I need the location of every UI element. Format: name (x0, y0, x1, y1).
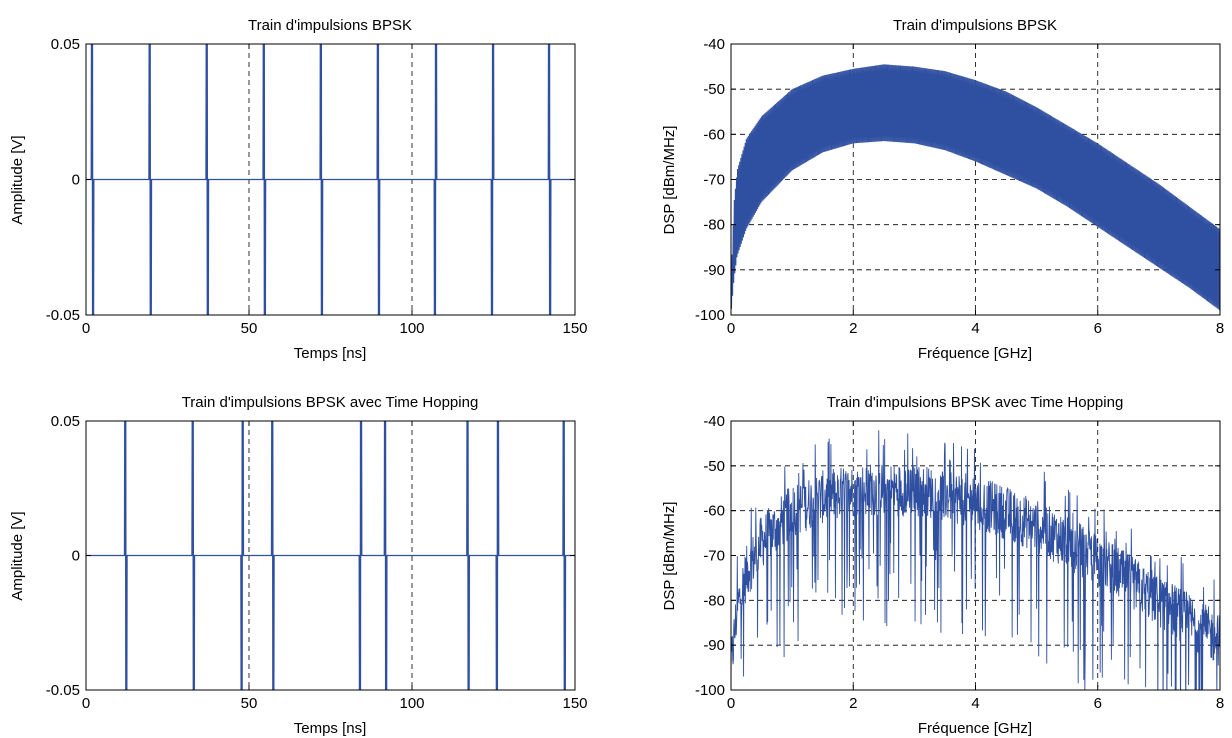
plot-area (86, 44, 575, 315)
y-axis-label: DSP [dBm/MHz] (661, 502, 678, 611)
psd-line (731, 64, 1220, 311)
pulse (383, 421, 388, 690)
x-tick-label: 2 (849, 320, 857, 337)
chart-title: Train d'impulsions BPSK (893, 17, 1057, 34)
x-tick-label: 100 (399, 320, 424, 337)
plot-psd-bpsk: Train d'impulsions BPSK Fréquence [GHz] … (661, 17, 1224, 362)
y-tick-label: -40 (703, 413, 725, 430)
x-axis-label: Temps [ns] (294, 720, 367, 737)
pulse (433, 44, 438, 315)
plot-time-bpsk-th: Train d'impulsions BPSK avec Time Hoppin… (9, 394, 588, 737)
x-tick-label: 150 (562, 320, 587, 337)
y-tick-label: 0.05 (51, 36, 80, 53)
y-tick-label: -90 (703, 262, 725, 279)
plot-area (731, 64, 1220, 311)
pulse (562, 421, 567, 690)
y-tick-label: 0 (72, 172, 80, 189)
pulse (376, 44, 381, 315)
y-tick-label: -80 (703, 592, 725, 609)
y-tick-label: 0.05 (51, 413, 80, 430)
pulse (547, 44, 552, 315)
plot-psd-bpsk-th: Train d'impulsions BPSK avec Time Hoppin… (661, 394, 1224, 737)
x-tick-label: 6 (1094, 320, 1102, 337)
y-axis-label: DSP [dBm/MHz] (661, 126, 678, 235)
pulse (262, 44, 267, 315)
y-tick-label: -100 (695, 682, 725, 699)
x-tick-label: 50 (241, 695, 258, 712)
y-axis-label: Amplitude [V] (9, 135, 26, 224)
pulse (270, 421, 275, 690)
x-tick-label: 50 (241, 320, 258, 337)
x-tick-label: 8 (1216, 695, 1224, 712)
pulse (191, 421, 196, 690)
pulse (490, 44, 495, 315)
x-tick-label: 2 (849, 695, 857, 712)
y-tick-label: -50 (703, 81, 725, 98)
pulse (319, 44, 324, 315)
pulse (358, 421, 363, 690)
y-tick-label: -70 (703, 548, 725, 565)
y-tick-label: -70 (703, 172, 725, 189)
pulse (495, 421, 500, 690)
y-tick-label: -0.05 (46, 307, 80, 324)
x-axis-label: Temps [ns] (294, 345, 367, 362)
psd-line (731, 430, 1220, 690)
y-axis-label: Amplitude [V] (9, 511, 26, 600)
y-tick-label: -90 (703, 637, 725, 654)
y-tick-label: -100 (695, 307, 725, 324)
y-tick-label: -60 (703, 503, 725, 520)
y-tick-label: -50 (703, 458, 725, 475)
y-tick-label: -80 (703, 217, 725, 234)
y-tick-label: -60 (703, 126, 725, 143)
pulse (148, 44, 153, 315)
x-axis-label: Fréquence [GHz] (918, 345, 1032, 362)
pulse (90, 44, 95, 315)
x-tick-label: 6 (1094, 695, 1102, 712)
pulse (466, 421, 471, 690)
y-tick-label: 0 (72, 548, 80, 565)
pulse (240, 421, 245, 690)
chart-title: Train d'impulsions BPSK avec Time Hoppin… (827, 394, 1124, 411)
x-axis-label: Fréquence [GHz] (918, 720, 1032, 737)
x-tick-label: 0 (82, 695, 90, 712)
x-tick-label: 8 (1216, 320, 1224, 337)
pulse (123, 421, 128, 690)
y-tick-label: -0.05 (46, 682, 80, 699)
chart-title: Train d'impulsions BPSK avec Time Hoppin… (182, 394, 479, 411)
x-tick-label: 4 (971, 695, 979, 712)
x-tick-label: 150 (562, 695, 587, 712)
x-tick-label: 100 (399, 695, 424, 712)
x-tick-label: 0 (727, 320, 735, 337)
y-tick-label: -40 (703, 36, 725, 53)
x-tick-label: 0 (82, 320, 90, 337)
pulse (205, 44, 210, 315)
x-tick-label: 0 (727, 695, 735, 712)
plot-area (86, 421, 575, 690)
plot-time-bpsk: Train d'impulsions BPSK Temps [ns] Ampli… (9, 17, 588, 362)
chart-title: Train d'impulsions BPSK (248, 17, 412, 34)
plot-area (731, 430, 1220, 690)
x-tick-label: 4 (971, 320, 979, 337)
